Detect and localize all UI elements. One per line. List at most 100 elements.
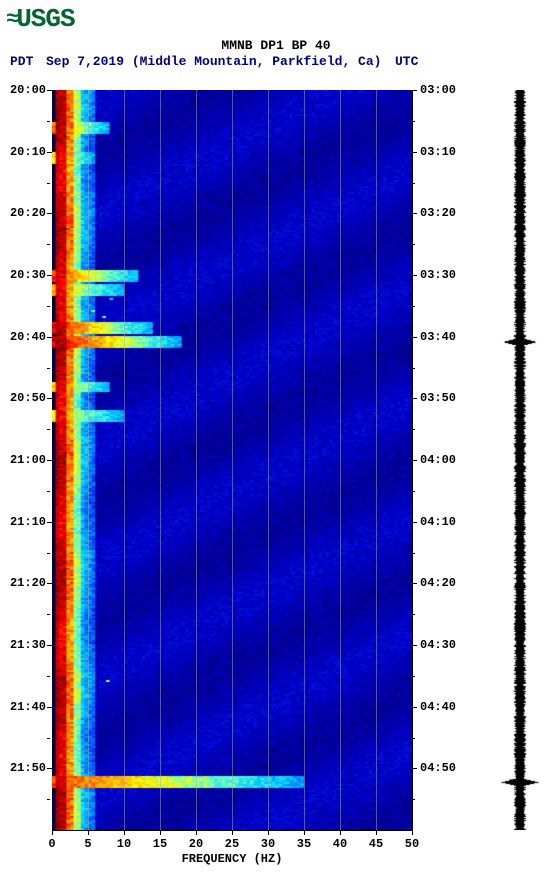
y-tick-left bbox=[47, 645, 52, 646]
y-minor-tick-right bbox=[412, 183, 415, 184]
y-minor-tick-left bbox=[47, 183, 50, 184]
y-minor-tick-left bbox=[47, 738, 50, 739]
x-label: 10 bbox=[117, 837, 131, 851]
y-minor-tick-right bbox=[412, 553, 415, 554]
y-tick-right bbox=[412, 707, 417, 708]
y-right-label: 03:10 bbox=[420, 145, 456, 159]
y-tick-left bbox=[47, 522, 52, 523]
y-right-label: 04:00 bbox=[420, 453, 456, 467]
y-minor-tick-left bbox=[47, 368, 50, 369]
y-tick-right bbox=[412, 337, 417, 338]
y-tick-right bbox=[412, 522, 417, 523]
y-left-label: 20:10 bbox=[2, 145, 46, 159]
y-minor-tick-left bbox=[47, 491, 50, 492]
y-left-label: 20:20 bbox=[2, 206, 46, 220]
y-tick-left bbox=[47, 337, 52, 338]
y-left-label: 20:50 bbox=[2, 391, 46, 405]
x-label: 25 bbox=[225, 837, 239, 851]
x-tick bbox=[412, 830, 413, 835]
gridline bbox=[196, 90, 197, 830]
y-minor-tick-right bbox=[412, 491, 415, 492]
tz-right-label: UTC bbox=[395, 54, 418, 69]
waveform-canvas bbox=[500, 90, 540, 830]
x-tick bbox=[160, 830, 161, 835]
y-tick-left bbox=[47, 90, 52, 91]
x-label: 20 bbox=[189, 837, 203, 851]
x-label: 35 bbox=[297, 837, 311, 851]
waveform-panel bbox=[500, 90, 540, 830]
x-tick bbox=[376, 830, 377, 835]
y-minor-tick-right bbox=[412, 121, 415, 122]
y-tick-left bbox=[47, 152, 52, 153]
x-label: 40 bbox=[333, 837, 347, 851]
x-tick bbox=[88, 830, 89, 835]
x-tick bbox=[340, 830, 341, 835]
y-tick-left bbox=[47, 768, 52, 769]
y-right-label: 04:10 bbox=[420, 515, 456, 529]
y-right-label: 03:50 bbox=[420, 391, 456, 405]
usgs-logo: ≈ USGS bbox=[6, 4, 75, 34]
gridline bbox=[304, 90, 305, 830]
y-left-label: 21:10 bbox=[2, 515, 46, 529]
x-tick bbox=[232, 830, 233, 835]
y-tick-left bbox=[47, 583, 52, 584]
gridline bbox=[160, 90, 161, 830]
x-tick bbox=[304, 830, 305, 835]
y-minor-tick-left bbox=[47, 799, 50, 800]
y-right-label: 04:40 bbox=[420, 700, 456, 714]
gridline bbox=[232, 90, 233, 830]
chart-title: MMNB DP1 BP 40 bbox=[0, 38, 552, 53]
x-tick bbox=[196, 830, 197, 835]
y-left-label: 21:20 bbox=[2, 576, 46, 590]
gridline bbox=[268, 90, 269, 830]
y-left-label: 21:00 bbox=[2, 453, 46, 467]
y-minor-tick-right bbox=[412, 676, 415, 677]
gridline bbox=[340, 90, 341, 830]
y-minor-tick-left bbox=[47, 553, 50, 554]
y-right-label: 03:00 bbox=[420, 83, 456, 97]
spectrogram-plot bbox=[52, 90, 412, 830]
y-right-label: 03:40 bbox=[420, 330, 456, 344]
y-tick-right bbox=[412, 460, 417, 461]
y-minor-tick-right bbox=[412, 799, 415, 800]
y-right-label: 04:50 bbox=[420, 761, 456, 775]
gridline bbox=[88, 90, 89, 830]
y-minor-tick-left bbox=[47, 244, 50, 245]
y-left-label: 21:50 bbox=[2, 761, 46, 775]
x-axis-title: FREQUENCY (HZ) bbox=[52, 852, 412, 866]
tz-left-label: PDT bbox=[10, 54, 33, 69]
y-right-label: 04:20 bbox=[420, 576, 456, 590]
x-tick bbox=[124, 830, 125, 835]
y-left-label: 20:40 bbox=[2, 330, 46, 344]
y-left-label: 21:40 bbox=[2, 700, 46, 714]
y-minor-tick-left bbox=[47, 121, 50, 122]
gridline bbox=[124, 90, 125, 830]
x-tick bbox=[52, 830, 53, 835]
y-tick-right bbox=[412, 152, 417, 153]
y-tick-left bbox=[47, 460, 52, 461]
y-tick-right bbox=[412, 275, 417, 276]
y-minor-tick-left bbox=[47, 676, 50, 677]
x-label: 15 bbox=[153, 837, 167, 851]
y-tick-right bbox=[412, 213, 417, 214]
y-tick-right bbox=[412, 645, 417, 646]
y-minor-tick-right bbox=[412, 244, 415, 245]
logo-text: USGS bbox=[16, 4, 74, 34]
y-tick-left bbox=[47, 707, 52, 708]
y-minor-tick-left bbox=[47, 306, 50, 307]
y-tick-left bbox=[47, 213, 52, 214]
x-label: 30 bbox=[261, 837, 275, 851]
y-tick-left bbox=[47, 275, 52, 276]
y-left-label: 20:00 bbox=[2, 83, 46, 97]
y-tick-right bbox=[412, 583, 417, 584]
x-label: 0 bbox=[48, 837, 55, 851]
x-label: 45 bbox=[369, 837, 383, 851]
y-left-label: 20:30 bbox=[2, 268, 46, 282]
x-tick bbox=[268, 830, 269, 835]
y-minor-tick-right bbox=[412, 614, 415, 615]
y-tick-right bbox=[412, 398, 417, 399]
y-tick-right bbox=[412, 768, 417, 769]
y-minor-tick-right bbox=[412, 306, 415, 307]
y-minor-tick-right bbox=[412, 738, 415, 739]
y-right-label: 03:30 bbox=[420, 268, 456, 282]
